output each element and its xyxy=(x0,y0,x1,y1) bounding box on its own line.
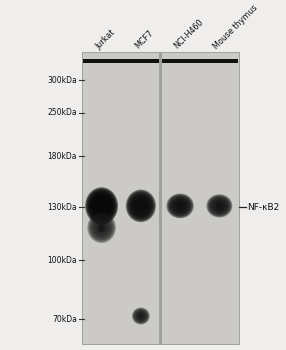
Ellipse shape xyxy=(93,218,110,237)
Ellipse shape xyxy=(87,212,116,243)
Ellipse shape xyxy=(139,314,143,318)
Ellipse shape xyxy=(92,195,112,217)
Ellipse shape xyxy=(90,193,113,219)
Ellipse shape xyxy=(95,198,109,214)
Ellipse shape xyxy=(170,197,190,215)
Ellipse shape xyxy=(173,199,188,212)
Ellipse shape xyxy=(134,199,147,213)
Text: 130kDa: 130kDa xyxy=(47,203,77,212)
Ellipse shape xyxy=(134,310,147,322)
Ellipse shape xyxy=(92,217,111,238)
Ellipse shape xyxy=(207,195,232,217)
Bar xyxy=(82,52,239,344)
Text: NF-κB2: NF-κB2 xyxy=(247,203,279,212)
Ellipse shape xyxy=(133,197,149,215)
Ellipse shape xyxy=(216,202,223,209)
Ellipse shape xyxy=(206,194,232,217)
Ellipse shape xyxy=(91,216,113,239)
Ellipse shape xyxy=(86,188,117,223)
Ellipse shape xyxy=(135,310,147,322)
Ellipse shape xyxy=(89,191,114,220)
Ellipse shape xyxy=(135,200,146,212)
Ellipse shape xyxy=(134,309,148,323)
Bar xyxy=(162,59,238,63)
Ellipse shape xyxy=(166,194,194,218)
Ellipse shape xyxy=(88,190,115,221)
Ellipse shape xyxy=(174,200,187,212)
Ellipse shape xyxy=(168,195,192,217)
Text: 300kDa: 300kDa xyxy=(47,76,77,85)
Bar xyxy=(159,52,162,344)
Ellipse shape xyxy=(171,198,189,214)
Ellipse shape xyxy=(85,187,118,224)
Ellipse shape xyxy=(177,202,184,210)
Ellipse shape xyxy=(89,214,114,241)
Text: 250kDa: 250kDa xyxy=(47,108,77,117)
Ellipse shape xyxy=(134,198,148,214)
Ellipse shape xyxy=(211,198,228,214)
Ellipse shape xyxy=(170,196,191,216)
Ellipse shape xyxy=(93,196,110,216)
Ellipse shape xyxy=(90,215,114,240)
Ellipse shape xyxy=(94,197,110,215)
Ellipse shape xyxy=(137,201,145,211)
Text: Mouse thymus: Mouse thymus xyxy=(212,3,259,51)
Text: Jurkat: Jurkat xyxy=(94,28,117,51)
Ellipse shape xyxy=(130,194,152,217)
Ellipse shape xyxy=(134,309,148,323)
Bar xyxy=(83,59,159,63)
Text: 70kDa: 70kDa xyxy=(52,315,77,324)
Ellipse shape xyxy=(98,223,105,232)
Text: 100kDa: 100kDa xyxy=(47,256,77,265)
Ellipse shape xyxy=(98,200,106,211)
Ellipse shape xyxy=(212,199,227,212)
Ellipse shape xyxy=(169,196,191,216)
Ellipse shape xyxy=(132,308,150,324)
Ellipse shape xyxy=(138,313,144,319)
Ellipse shape xyxy=(91,217,112,239)
Ellipse shape xyxy=(132,308,149,324)
Ellipse shape xyxy=(94,219,109,236)
Ellipse shape xyxy=(88,213,115,242)
Ellipse shape xyxy=(87,189,116,222)
Ellipse shape xyxy=(132,196,150,216)
Text: MCF7: MCF7 xyxy=(133,29,155,51)
Ellipse shape xyxy=(208,196,230,216)
Ellipse shape xyxy=(96,200,107,212)
Ellipse shape xyxy=(133,308,149,324)
Ellipse shape xyxy=(212,199,227,213)
Ellipse shape xyxy=(214,201,225,211)
Ellipse shape xyxy=(137,313,145,320)
Ellipse shape xyxy=(174,201,186,211)
Ellipse shape xyxy=(136,312,145,320)
Ellipse shape xyxy=(131,195,151,217)
Ellipse shape xyxy=(136,312,146,321)
Ellipse shape xyxy=(172,198,188,214)
Ellipse shape xyxy=(213,200,226,211)
Text: NCI-H460: NCI-H460 xyxy=(172,18,205,51)
Ellipse shape xyxy=(126,190,156,222)
Ellipse shape xyxy=(127,190,155,221)
Ellipse shape xyxy=(208,196,231,216)
Ellipse shape xyxy=(136,201,146,211)
Text: 180kDa: 180kDa xyxy=(47,152,77,161)
Ellipse shape xyxy=(210,197,229,214)
Ellipse shape xyxy=(129,193,152,218)
Ellipse shape xyxy=(176,202,184,210)
Ellipse shape xyxy=(214,202,224,210)
Ellipse shape xyxy=(91,194,112,218)
Ellipse shape xyxy=(95,220,109,235)
Ellipse shape xyxy=(96,222,107,233)
Ellipse shape xyxy=(136,311,146,321)
Ellipse shape xyxy=(209,197,229,215)
Ellipse shape xyxy=(128,191,154,220)
Ellipse shape xyxy=(128,193,153,219)
Ellipse shape xyxy=(96,199,108,213)
Ellipse shape xyxy=(96,221,108,234)
Ellipse shape xyxy=(167,194,193,218)
Ellipse shape xyxy=(175,201,185,210)
